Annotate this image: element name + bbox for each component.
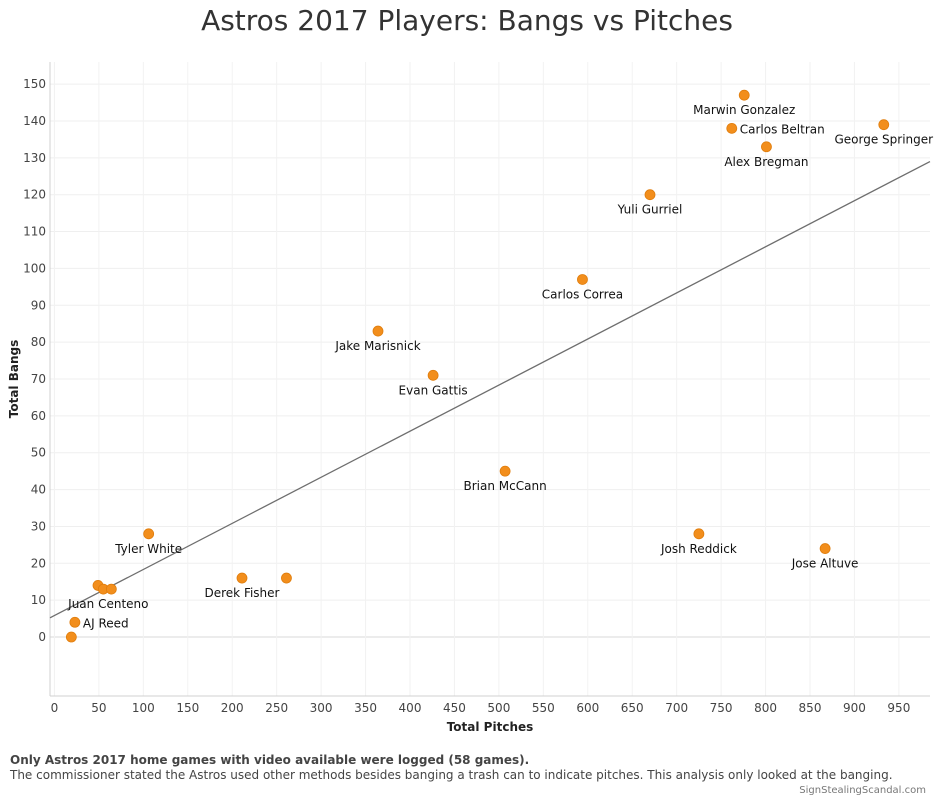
x-tick-label: 400: [399, 701, 422, 715]
data-point: [65, 631, 77, 643]
y-tick-label: 30: [31, 519, 46, 533]
x-tick-label: 600: [576, 701, 599, 715]
data-point: [427, 369, 439, 381]
point-label: Evan Gattis: [399, 383, 468, 397]
y-tick-label: 20: [31, 556, 46, 570]
x-axis-title: Total Pitches: [447, 720, 534, 734]
gridlines: [50, 62, 930, 696]
data-point: [577, 274, 588, 285]
data-point: [726, 122, 738, 134]
y-axis-title: Total Bangs: [7, 340, 21, 418]
data-point: [644, 189, 656, 201]
chart-title: Astros 2017 Players: Bangs vs Pitches: [201, 4, 733, 37]
point-label: Juan Centeno: [67, 597, 148, 611]
y-tick-label: 70: [31, 372, 46, 386]
y-tick-label: 60: [31, 409, 46, 423]
axes: 0 10 20 30 40 50 60 70 80 90 100 110 120 130 140 150 0 50…: [23, 62, 930, 715]
y-tick-label: 120: [23, 188, 46, 202]
y-tick-label: 100: [23, 261, 46, 275]
point-labels: Marwin Gonzalez Carlos Beltran George Spri…: [67, 103, 933, 630]
point-label: Jose Altuve: [791, 557, 859, 571]
trend-line: [49, 160, 931, 619]
y-tick-label: 40: [31, 483, 46, 497]
data-point: [69, 616, 81, 628]
y-tick-label: 0: [38, 630, 46, 644]
point-label: Jake Marisnick: [334, 339, 420, 353]
data-point: [761, 141, 772, 153]
data-points: [65, 89, 890, 643]
point-label: Derek Fisher: [205, 586, 280, 600]
y-tick-label: 10: [31, 593, 46, 607]
y-tick-label: 80: [31, 335, 46, 349]
x-tick-label: 900: [843, 701, 866, 715]
x-tick-label: 250: [265, 701, 288, 715]
x-tick-label: 350: [354, 701, 377, 715]
point-label: Yuli Gurriel: [617, 203, 683, 217]
x-tick-label: 500: [487, 701, 510, 715]
trend-line-group: [49, 160, 931, 619]
x-tick-label: 850: [799, 701, 822, 715]
point-label: Josh Reddick: [660, 542, 737, 556]
point-label: Marwin Gonzalez: [693, 103, 795, 117]
data-point: [738, 89, 750, 101]
y-tick-label: 110: [23, 225, 46, 239]
data-point: [143, 528, 155, 540]
x-tick-label: 950: [887, 701, 910, 715]
y-tick-label: 130: [23, 151, 46, 165]
x-tick-label: 300: [310, 701, 333, 715]
x-tick-label: 0: [51, 701, 59, 715]
y-tick-label: 50: [31, 446, 46, 460]
x-tick-label: 100: [132, 701, 155, 715]
x-tick-label: 450: [443, 701, 466, 715]
y-tick-label: 150: [23, 77, 46, 91]
point-label: AJ Reed: [83, 616, 129, 630]
x-tick-label: 150: [176, 701, 199, 715]
x-tick-label: 800: [754, 701, 777, 715]
x-tick-label: 650: [621, 701, 644, 715]
x-tick-label: 750: [710, 701, 733, 715]
data-point: [281, 572, 292, 584]
y-tick-label: 90: [31, 298, 46, 312]
footnote-secondary: The commissioner stated the Astros used …: [10, 768, 893, 782]
point-label: Carlos Beltran: [740, 122, 825, 136]
x-tick-label: 50: [91, 701, 106, 715]
point-label: Alex Bregman: [724, 155, 808, 169]
data-point: [819, 543, 831, 554]
point-label: Tyler White: [114, 542, 182, 556]
x-tick-label: 550: [532, 701, 555, 715]
point-label: Carlos Correa: [542, 287, 623, 301]
data-point: [105, 583, 117, 595]
data-point: [878, 119, 890, 131]
x-tick-label: 700: [665, 701, 688, 715]
point-label: Brian McCann: [464, 479, 547, 493]
x-tick-label: 200: [221, 701, 244, 715]
data-point: [499, 465, 511, 477]
data-point: [372, 325, 384, 337]
source-credit: SignStealingScandal.com: [799, 785, 926, 796]
data-point: [236, 572, 248, 584]
point-label: George Springer: [834, 133, 933, 147]
y-tick-label: 140: [23, 114, 46, 128]
footnote-primary: Only Astros 2017 home games with video a…: [10, 753, 530, 767]
data-point: [693, 528, 705, 540]
